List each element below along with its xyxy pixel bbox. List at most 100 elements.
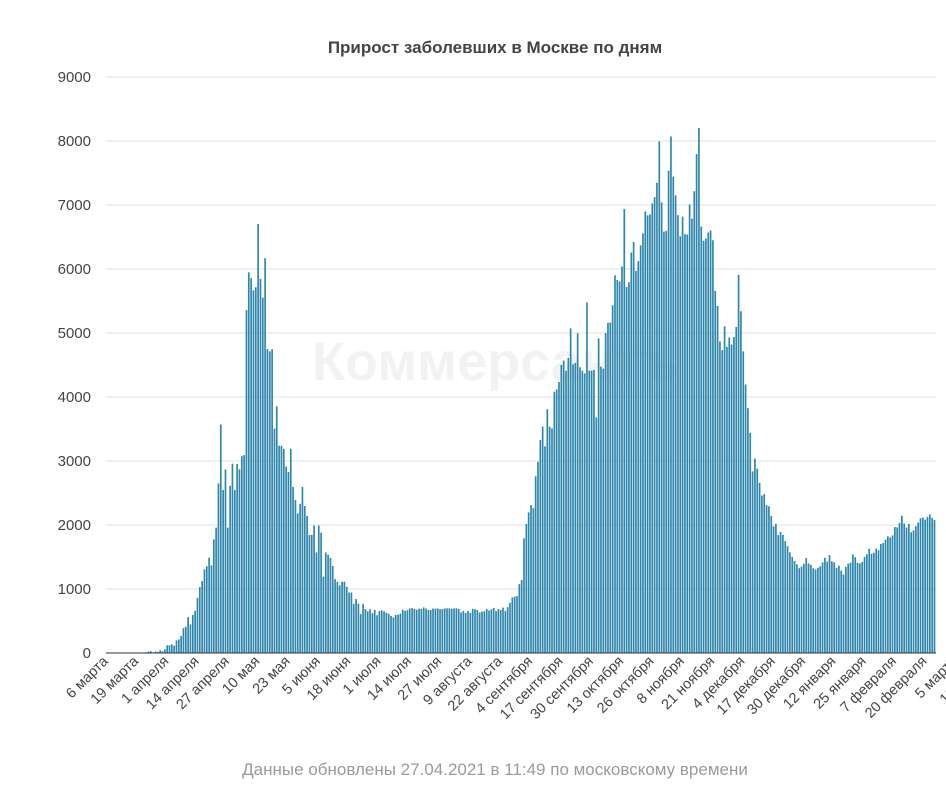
bar <box>870 553 873 653</box>
y-tick-label: 2000 <box>58 517 91 534</box>
bar <box>817 567 819 653</box>
bar <box>604 333 607 653</box>
bar <box>481 611 483 653</box>
bar <box>373 609 376 653</box>
bar <box>551 428 553 653</box>
y-tick-label: 1000 <box>58 581 91 598</box>
bar <box>840 570 843 653</box>
bar <box>784 541 787 653</box>
bar <box>527 512 530 653</box>
bar <box>805 558 808 653</box>
bar <box>390 616 392 653</box>
bar <box>198 587 201 653</box>
bar <box>310 534 313 653</box>
bar <box>537 461 539 653</box>
bar <box>506 607 509 653</box>
bar <box>457 608 460 653</box>
bar <box>301 486 304 653</box>
bar <box>618 281 621 653</box>
bar <box>639 245 642 653</box>
bar <box>747 408 749 653</box>
bar <box>597 338 600 653</box>
bar <box>863 556 866 653</box>
bar <box>348 592 350 653</box>
bar <box>238 469 241 653</box>
bar <box>280 445 283 653</box>
bar <box>579 367 581 653</box>
bar <box>525 523 528 653</box>
bar <box>751 471 754 653</box>
bar <box>180 635 182 653</box>
bar <box>763 494 766 653</box>
bar <box>894 527 896 653</box>
bar <box>688 204 691 654</box>
bar <box>859 563 861 653</box>
bar <box>595 417 598 653</box>
bar <box>338 585 341 653</box>
bar <box>149 651 152 653</box>
bar <box>523 538 525 653</box>
bar <box>420 608 423 653</box>
bar <box>478 612 481 653</box>
bar <box>208 557 210 653</box>
bar <box>714 290 717 653</box>
bar <box>469 612 472 653</box>
bar <box>520 579 523 653</box>
bar <box>460 612 462 653</box>
bar <box>513 596 516 653</box>
bar <box>770 515 773 653</box>
bar <box>350 592 353 653</box>
bar <box>777 535 780 653</box>
bar <box>831 561 833 653</box>
bar <box>684 234 686 653</box>
bar <box>495 611 497 653</box>
bar <box>236 463 238 653</box>
bar <box>408 608 411 653</box>
bar <box>485 608 488 653</box>
y-axis: 0 1000 2000 3000 4000 5000 6000 7000 8000 9000 <box>58 69 91 662</box>
bar <box>156 651 159 653</box>
bar <box>329 557 332 653</box>
bar <box>861 562 864 653</box>
bar <box>912 530 915 653</box>
bar <box>616 280 619 653</box>
bar <box>201 581 203 653</box>
bar <box>880 544 882 653</box>
bar <box>364 609 367 653</box>
bar <box>488 610 490 653</box>
bar <box>712 240 714 653</box>
bar <box>733 336 735 653</box>
bar <box>791 556 794 653</box>
bar <box>665 230 668 654</box>
bar <box>399 613 402 653</box>
bar <box>518 584 521 653</box>
bar <box>147 651 150 653</box>
bar <box>586 302 588 653</box>
bar <box>681 216 684 653</box>
bar <box>611 305 614 653</box>
bar <box>765 505 768 653</box>
bar <box>261 297 264 653</box>
bar <box>432 608 434 653</box>
bar <box>194 610 196 653</box>
bar <box>581 370 584 653</box>
bar <box>385 612 388 653</box>
bar <box>758 482 761 653</box>
update-note: Данные обновлены 27.04.2021 в 11:49 по м… <box>242 760 748 779</box>
bar <box>719 341 721 653</box>
bar <box>866 554 868 653</box>
y-tick-label: 0 <box>83 645 91 662</box>
bar <box>315 552 318 653</box>
bar <box>226 527 229 653</box>
bar <box>812 568 815 653</box>
bar <box>679 236 682 654</box>
bar <box>609 322 612 653</box>
bar <box>439 609 441 653</box>
bar <box>749 432 752 653</box>
bar <box>271 349 273 653</box>
bar <box>707 232 710 653</box>
bar <box>574 363 577 653</box>
bar <box>922 517 924 653</box>
bar <box>721 350 724 653</box>
